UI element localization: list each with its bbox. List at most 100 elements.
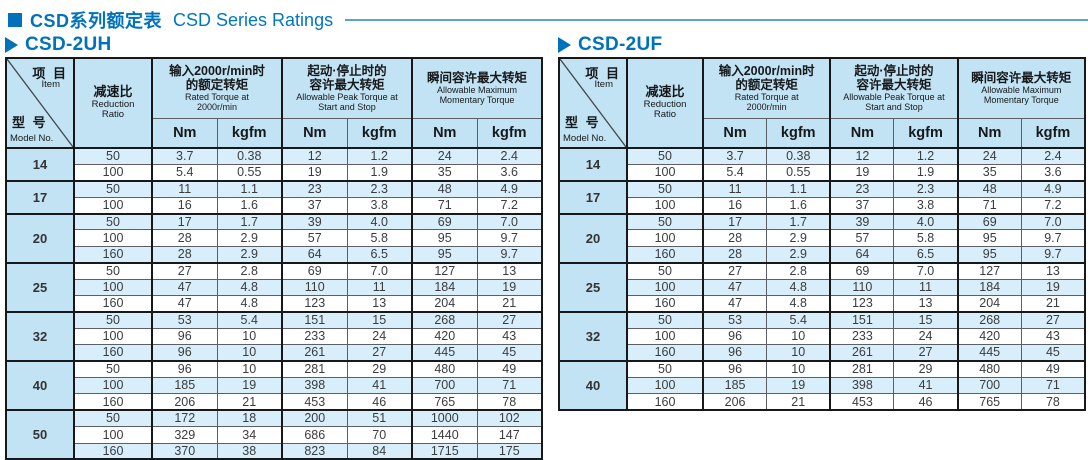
reduction-ratio-cell: 100	[73, 163, 153, 182]
torque-value-cell: 17	[151, 212, 218, 231]
torque-value-cell: 69	[956, 212, 1022, 231]
peak-en2: Start and Stop	[318, 102, 376, 113]
reduction-ratio-cell: 50	[73, 261, 153, 280]
reduction-ratio-cell: 160	[73, 393, 153, 411]
torque-value-cell: 2.3	[346, 179, 413, 198]
torque-value-cell: 29	[346, 360, 413, 378]
table-row: 100 47 4.8 110 11 184 19	[559, 278, 1086, 297]
torque-value-cell: 78	[476, 393, 543, 411]
table-row: 160 47 4.8 123 13 204 21	[559, 295, 1086, 313]
torque-value-cell: 2.4	[476, 146, 543, 165]
torque-value-cell: 13	[346, 295, 413, 313]
rated-en1: Rated Torque at	[734, 92, 799, 103]
torque-value-cell: 95	[411, 229, 478, 247]
torque-value-cell: 19	[766, 376, 831, 395]
momentary-zh: 瞬间容许最大转矩	[426, 71, 527, 86]
torque-value-cell: 12	[829, 146, 895, 165]
ratio-en2: Ratio	[653, 109, 677, 121]
torque-value-cell: 1440	[411, 426, 478, 444]
torque-value-cell: 765	[956, 393, 1022, 411]
torque-value-cell: 19	[476, 278, 543, 297]
table-row: 25 50 27 2.8 69 7.0 127 13	[559, 261, 1086, 313]
torque-value-cell: 4.8	[766, 278, 831, 297]
torque-value-cell: 172	[151, 409, 218, 428]
table-header-row-main: 项 目 Item 型 号 Model No. 减速比 Reduction Rat…	[6, 57, 543, 149]
torque-value-cell: 43	[1020, 327, 1086, 346]
torque-value-cell: 27	[1020, 310, 1086, 329]
torque-value-cell: 1.2	[893, 146, 959, 165]
torque-value-cell: 47	[702, 295, 768, 313]
model-label-en: Model No.	[563, 133, 607, 144]
torque-value-cell: 1.7	[216, 212, 283, 231]
table-row: 160 96 10 261 27 445 45	[6, 344, 543, 362]
torque-value-cell: 96	[151, 344, 218, 362]
model-no-cell: 14	[559, 147, 628, 182]
torque-value-cell: 10	[766, 344, 831, 362]
momentary-en1: Allowable Maximum	[436, 85, 518, 96]
torque-value-cell: 1.1	[766, 179, 831, 198]
torque-value-cell: 23	[829, 179, 895, 198]
table-header-row-units: Nm kgfm Nm kgfm Nm kgfm	[6, 117, 543, 149]
right-triangle-icon	[5, 37, 18, 53]
torque-value-cell: 51	[346, 409, 413, 428]
torque-value-cell: 28	[151, 245, 218, 264]
unit-nm-header: Nm	[411, 117, 478, 149]
torque-value-cell: 24	[346, 327, 413, 346]
torque-value-cell: 16	[151, 196, 218, 215]
table-header-row-units: Nm kgfm Nm kgfm Nm kgfm	[559, 117, 1086, 149]
torque-value-cell: 2.9	[766, 229, 831, 247]
reduction-ratio-cell: 50	[626, 179, 704, 198]
torque-value-cell: 1.6	[766, 196, 831, 215]
torque-value-cell: 21	[476, 295, 543, 313]
table-row: 100 5.4 0.55 19 1.9 35 3.6	[559, 163, 1086, 182]
torque-value-cell: 3.8	[893, 196, 959, 215]
torque-value-cell: 700	[956, 376, 1022, 395]
page-title-zh: CSD系列额定表	[30, 11, 163, 31]
model-label-zh: 型 号	[565, 115, 601, 130]
torque-value-cell: 49	[476, 360, 543, 378]
unit-kgfm-header: kgfm	[346, 117, 413, 149]
torque-value-cell: 48	[956, 179, 1022, 198]
table-row: 17 50 11 1.1 23 2.3 48 4.9	[559, 179, 1086, 215]
ratio-en1: Reduction	[643, 98, 687, 110]
torque-value-cell: 9.7	[476, 229, 543, 247]
ratings-section: CSD-2UF 项 目 Item 型 号	[558, 33, 1086, 412]
torque-value-cell: 445	[411, 344, 478, 362]
torque-value-cell: 5.8	[346, 229, 413, 247]
momentary-zh: 瞬间容许最大转矩	[971, 71, 1072, 86]
torque-value-cell: 37	[829, 196, 895, 215]
torque-value-cell: 281	[829, 360, 895, 378]
table-row: 25 50 27 2.8 69 7.0 127 13	[6, 261, 543, 313]
torque-value-cell: 453	[829, 393, 895, 411]
reduction-ratio-cell: 50	[73, 360, 153, 378]
reduction-ratio-cell: 100	[626, 327, 704, 346]
torque-value-cell: 151	[281, 310, 348, 329]
torque-value-cell: 398	[281, 376, 348, 395]
torque-value-cell: 11	[151, 179, 218, 198]
rated-en1: Rated Torque at	[185, 92, 249, 103]
torque-value-cell: 45	[476, 344, 543, 362]
rated-torque-header: 输入2000r/min时 的额定转矩 Rated Torque at 2000r…	[701, 57, 831, 119]
table-row: 100 96 10 233 24 420 43	[6, 327, 543, 346]
torque-value-cell: 96	[702, 327, 768, 346]
torque-value-cell: 41	[893, 376, 959, 395]
table-row: 32 50 53 5.4 151 15 268 27	[6, 310, 543, 362]
torque-value-cell: 27	[702, 261, 768, 280]
torque-value-cell: 206	[702, 393, 768, 411]
torque-value-cell: 19	[1020, 278, 1086, 297]
torque-value-cell: 2.8	[216, 261, 283, 280]
torque-value-cell: 39	[829, 212, 895, 231]
table-row: 40 50 96 10 281 29 480 49	[6, 360, 543, 411]
reduction-ratio-cell: 160	[626, 393, 704, 411]
torque-value-cell: 35	[411, 163, 478, 182]
model-no-cell: 32	[6, 310, 75, 362]
torque-value-cell: 7.0	[893, 261, 959, 280]
model-no-cell: 25	[559, 261, 628, 313]
torque-value-cell: 0.38	[216, 146, 283, 165]
torque-value-cell: 147	[476, 426, 543, 444]
ratings-table: 项 目 Item 型 号 Model No. 减速比 Reduction Rat…	[5, 57, 543, 460]
table-row: 100 185 19 398 41 700 71	[559, 376, 1086, 395]
torque-value-cell: 49	[1020, 360, 1086, 378]
rated-en2: 2000r/min	[196, 102, 238, 113]
torque-value-cell: 10	[766, 327, 831, 346]
